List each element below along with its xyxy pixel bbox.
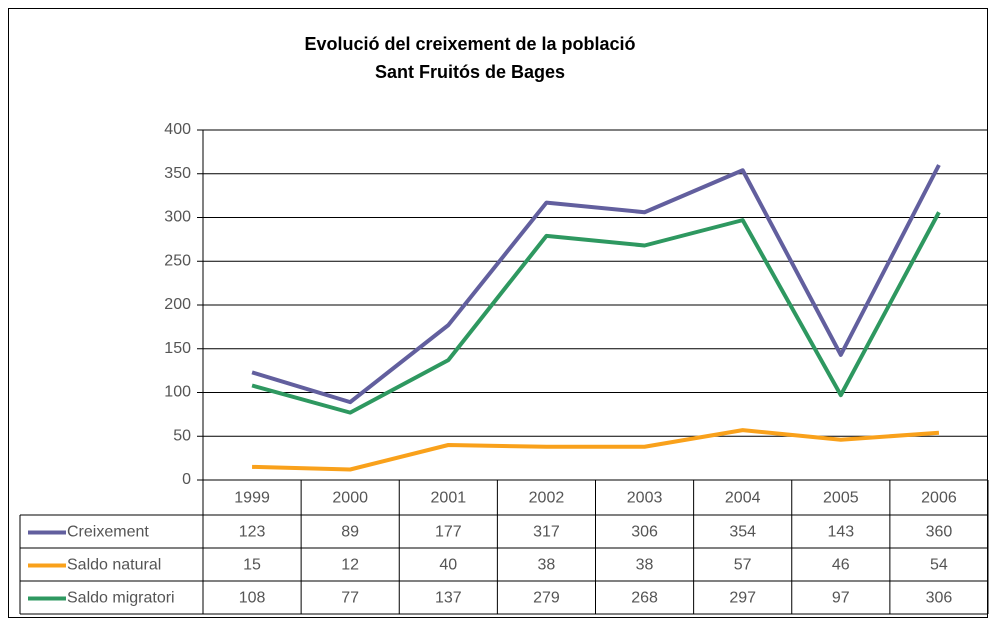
table-value: 40 — [439, 557, 457, 574]
table-value: 317 — [533, 524, 560, 541]
table-value: 54 — [930, 557, 948, 574]
series-line — [251, 164, 941, 405]
table-value: 108 — [239, 590, 266, 607]
table-value: 360 — [926, 524, 953, 541]
x-tick-label: 2002 — [529, 490, 565, 507]
x-tick-label: 1999 — [234, 490, 270, 507]
legend-label: Saldo migratori — [67, 590, 175, 607]
table-value: 137 — [435, 590, 462, 607]
y-tick-label: 300 — [164, 209, 191, 226]
chart-title: Evolució del creixement de la població — [304, 34, 635, 54]
table-value: 15 — [243, 557, 261, 574]
table-value: 38 — [538, 557, 556, 574]
y-tick-label: 200 — [164, 296, 191, 313]
y-tick-label: 250 — [164, 252, 191, 269]
x-tick-label: 2006 — [921, 490, 957, 507]
table-value: 38 — [636, 557, 654, 574]
chart-subtitle: Sant Fruitós de Bages — [375, 62, 565, 82]
y-tick-label: 50 — [173, 427, 191, 444]
table-value: 268 — [631, 590, 658, 607]
table-value: 97 — [832, 590, 850, 607]
series-line — [251, 211, 941, 415]
x-tick-label: 2001 — [431, 490, 467, 507]
y-tick-label: 150 — [164, 340, 191, 357]
table-value: 297 — [729, 590, 756, 607]
table-value: 143 — [827, 524, 854, 541]
table-value: 306 — [631, 524, 658, 541]
table-value: 354 — [729, 524, 756, 541]
table-value: 46 — [832, 557, 850, 574]
table-value: 77 — [341, 590, 359, 607]
x-tick-label: 2003 — [627, 490, 663, 507]
x-tick-label: 2005 — [823, 490, 859, 507]
chart-border — [8, 8, 988, 618]
table-value: 57 — [734, 557, 752, 574]
y-tick-label: 400 — [164, 121, 191, 138]
legend-label: Creixement — [67, 524, 149, 541]
table-value: 306 — [926, 590, 953, 607]
y-tick-label: 100 — [164, 384, 191, 401]
y-tick-label: 0 — [182, 471, 191, 488]
table-value: 12 — [341, 557, 359, 574]
table-value: 177 — [435, 524, 462, 541]
x-tick-label: 2004 — [725, 490, 761, 507]
table-value: 123 — [239, 524, 266, 541]
y-tick-label: 350 — [164, 165, 191, 182]
table-value: 89 — [341, 524, 359, 541]
series-line — [252, 428, 940, 472]
x-tick-label: 2000 — [332, 490, 368, 507]
legend-label: Saldo natural — [67, 557, 161, 574]
table-value: 279 — [533, 590, 560, 607]
